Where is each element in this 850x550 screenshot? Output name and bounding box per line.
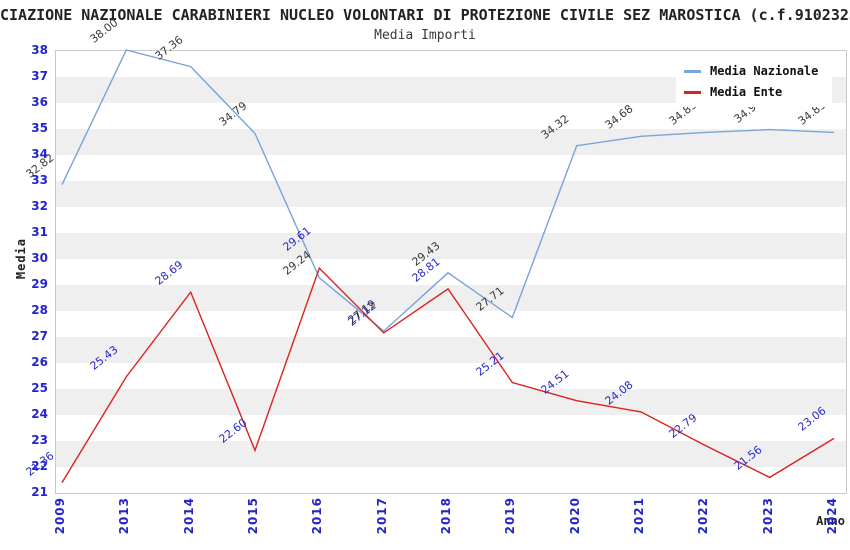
y-tick-label: 32 [31, 199, 48, 213]
x-tick-label: 2015 [245, 497, 260, 535]
x-tick-label: 2014 [181, 497, 196, 535]
x-tick-label: 2013 [117, 497, 132, 535]
grid-band [56, 389, 846, 415]
x-tick-label: 2023 [760, 497, 775, 535]
x-axis-title: Anno [816, 514, 845, 528]
legend: Media Nazionale Media Ente [676, 56, 832, 107]
y-tick-label: 37 [31, 69, 48, 83]
x-tick-label: 2017 [374, 497, 389, 535]
media-ente-line-swatch [684, 90, 701, 94]
y-tick-label: 25 [31, 381, 48, 395]
y-tick-label: 23 [31, 433, 48, 447]
legend-label: Media Nazionale [710, 64, 819, 78]
y-tick-label: 28 [31, 303, 48, 317]
y-tick-label: 34 [31, 147, 48, 161]
y-tick-label: 26 [31, 355, 48, 369]
legend-item-media-nazionale: Media Nazionale [684, 64, 826, 78]
x-tick-label: 2022 [696, 497, 711, 535]
grid-band [56, 337, 846, 363]
x-tick-label: 2021 [631, 497, 646, 535]
x-tick-label: 2018 [438, 497, 453, 535]
x-tick-label: 2020 [567, 497, 582, 535]
y-tick-label: 35 [31, 121, 48, 135]
y-tick-label: 27 [31, 329, 48, 343]
y-tick-label: 30 [31, 251, 48, 265]
grid-band [56, 285, 846, 311]
y-tick-label: 38 [31, 43, 48, 57]
y-tick-label: 29 [31, 277, 48, 291]
grid-band [56, 233, 846, 259]
x-tick-label: 2024 [824, 497, 839, 535]
x-tick-label: 2009 [53, 497, 67, 535]
grid-band [56, 129, 846, 155]
grid-band [56, 441, 846, 467]
x-tick-label: 2016 [310, 497, 325, 535]
grid-band [56, 181, 846, 207]
legend-item-media-ente: Media Ente [684, 85, 826, 99]
legend-label: Media Ente [710, 85, 783, 99]
y-tick-label: 31 [31, 225, 48, 239]
media-nazionale-line-swatch [684, 69, 701, 73]
chart-title: CIAZIONE NAZIONALE CARABINIERI NUCLEO VO… [0, 6, 850, 24]
y-tick-label: 36 [31, 95, 48, 109]
chart-subtitle: Media Importi [374, 28, 476, 43]
y-tick-label: 24 [31, 407, 48, 421]
y-tick-label: 21 [31, 485, 48, 499]
x-tick-label: 2019 [503, 497, 518, 535]
y-tick-label: 33 [31, 173, 48, 187]
y-tick-label: 22 [31, 459, 48, 473]
